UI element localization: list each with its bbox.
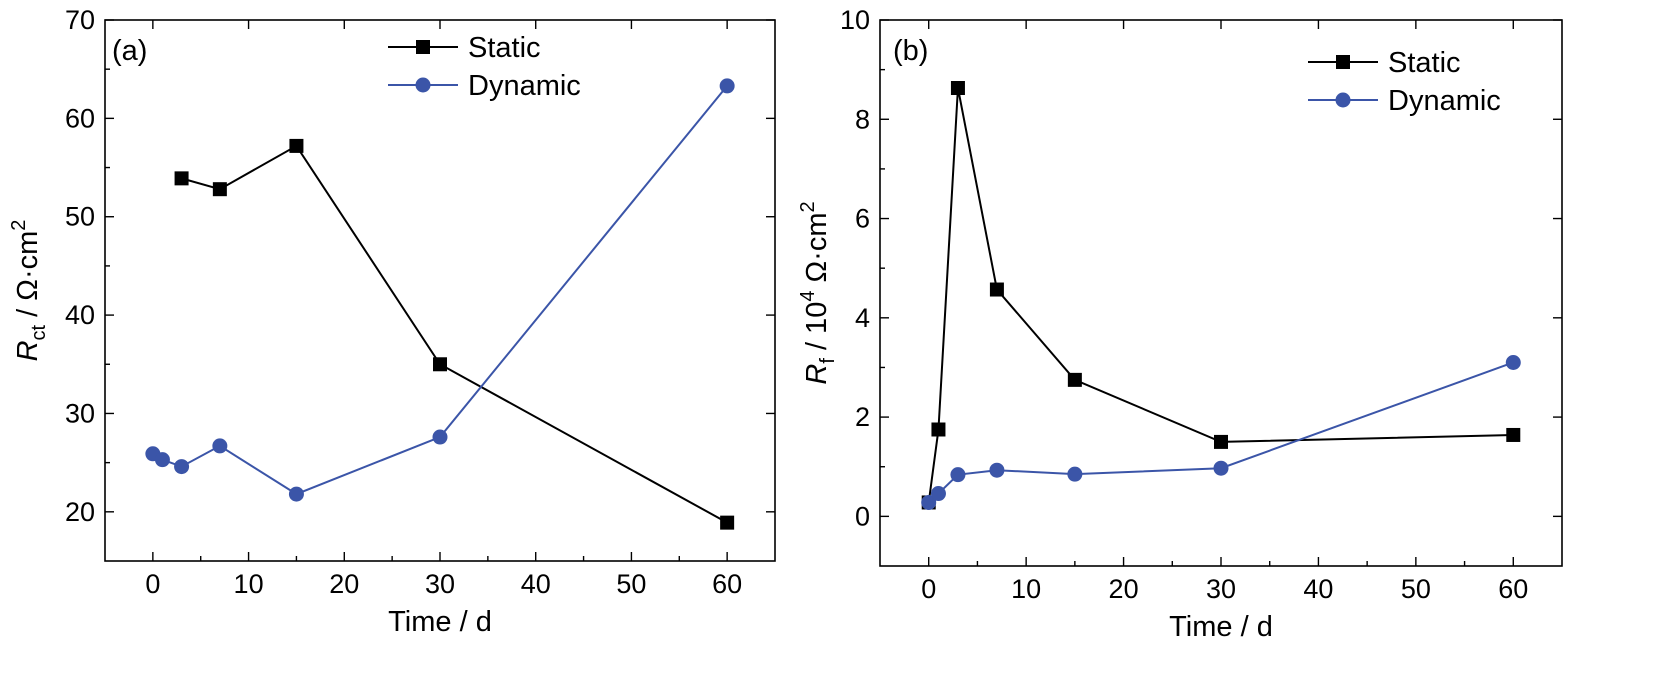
series-static xyxy=(921,81,1521,510)
x-tick-label: 20 xyxy=(1109,574,1139,604)
x-tick-label: 0 xyxy=(145,569,160,599)
data-point xyxy=(1213,460,1229,476)
x-tick-label: 0 xyxy=(921,574,936,604)
data-point xyxy=(1505,354,1521,370)
legend-marker xyxy=(416,40,430,54)
y-tick-label: 70 xyxy=(65,5,95,35)
data-point xyxy=(931,422,946,437)
legend-entry-dynamic: Dynamic xyxy=(388,70,581,102)
y-tick-label: 0 xyxy=(855,501,870,531)
y-tick-label: 40 xyxy=(65,300,95,330)
x-axis-label: Time / d xyxy=(388,606,492,638)
y-tick-label: 10 xyxy=(840,5,870,35)
legend-marker xyxy=(1335,92,1351,108)
legend-label: Static xyxy=(468,32,541,64)
legend-entry-dynamic: Dynamic xyxy=(1308,85,1501,117)
x-tick-label: 50 xyxy=(616,569,646,599)
x-tick-label: 50 xyxy=(1401,574,1431,604)
y-tick-label: 50 xyxy=(65,202,95,232)
legend-label: Dynamic xyxy=(1388,85,1501,117)
series-line xyxy=(928,361,1514,504)
data-point xyxy=(1067,372,1082,387)
y-tick-label: 8 xyxy=(855,104,870,134)
data-point xyxy=(288,486,304,502)
x-tick-label: 10 xyxy=(1011,574,1041,604)
x-tick-label: 30 xyxy=(1206,574,1236,604)
y-tick-label: 30 xyxy=(65,398,95,428)
x-tick-label: 10 xyxy=(234,569,264,599)
data-point xyxy=(989,282,1004,297)
series-dynamic xyxy=(921,354,1521,510)
series-dynamic xyxy=(145,78,735,502)
data-point xyxy=(174,459,190,475)
series-static xyxy=(174,138,735,530)
legend-label: Static xyxy=(1388,47,1461,79)
chart-panel-a: 0 10 20 30 40 50 60 20 30 40 50 60 70 Time / d Rct / Ω… xyxy=(8,5,776,638)
legend-label: Dynamic xyxy=(468,70,581,102)
data-point xyxy=(719,78,735,94)
data-point xyxy=(1506,427,1521,442)
data-point xyxy=(950,81,965,96)
data-point xyxy=(950,467,966,483)
y-tick-label: 6 xyxy=(855,204,870,234)
y-tick-label: 2 xyxy=(855,402,870,432)
data-point xyxy=(720,515,735,530)
chart-panel-b: 0 10 20 30 40 50 60 0 2 4 6 8 10 Time / d Rf / 104 Ω·c… xyxy=(797,5,1563,643)
y-tick-label: 4 xyxy=(855,303,870,333)
legend-marker xyxy=(1336,55,1350,69)
data-point xyxy=(1214,434,1228,449)
y-axis-label: Rf / 104 Ω·cm2 xyxy=(797,201,839,384)
x-tick-label: 60 xyxy=(712,569,742,599)
data-point xyxy=(989,462,1005,478)
x-tick-label: 30 xyxy=(425,569,455,599)
y-tick-label: 20 xyxy=(65,497,95,527)
legend-entry-static: Static xyxy=(388,32,541,64)
panel-label: (a) xyxy=(112,35,147,67)
legend-marker xyxy=(415,77,431,93)
x-tick-label: 20 xyxy=(329,569,359,599)
x-tick-label: 60 xyxy=(1498,574,1528,604)
x-tick-label: 40 xyxy=(521,569,551,599)
data-point xyxy=(212,438,228,454)
data-point xyxy=(174,171,189,186)
y-tick-label: 60 xyxy=(65,103,95,133)
x-tick-label: 40 xyxy=(1303,574,1333,604)
data-point xyxy=(212,182,227,197)
y-axis-label: Rct / Ω·cm2 xyxy=(8,220,50,362)
data-point xyxy=(1067,466,1083,482)
data-point xyxy=(433,357,447,372)
data-point xyxy=(432,429,448,445)
x-axis-label: Time / d xyxy=(1169,611,1273,643)
legend-entry-static: Static xyxy=(1308,47,1461,79)
data-point xyxy=(154,452,170,468)
series-line xyxy=(181,144,728,524)
panel-label: (b) xyxy=(893,35,928,67)
data-point xyxy=(289,138,304,153)
data-point xyxy=(921,494,937,510)
data-point xyxy=(930,486,946,502)
plot-frame xyxy=(104,19,776,562)
